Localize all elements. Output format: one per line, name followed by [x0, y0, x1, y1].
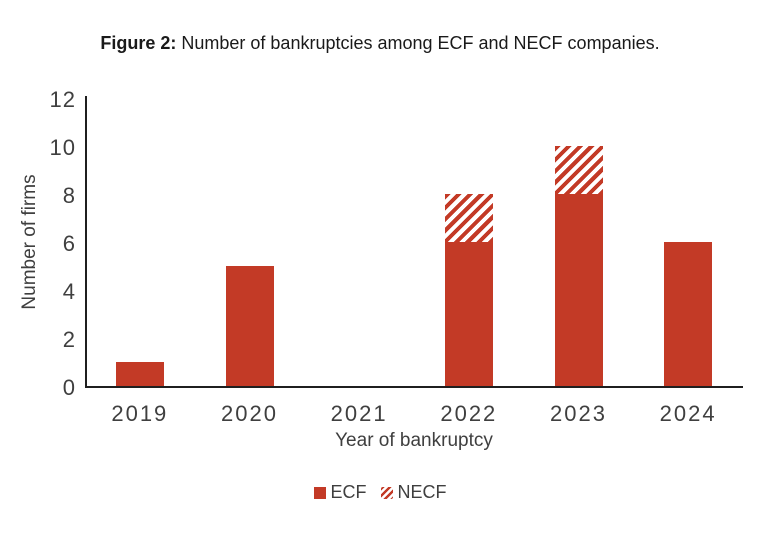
x-tick-label-2023: 2023 [550, 401, 607, 426]
y-tick-label-8: 8 [62, 183, 76, 208]
legend-item-ecf: ECF [313, 482, 367, 503]
figure-title-prefix: Figure 2: [100, 33, 177, 53]
x-axis-title: Year of bankruptcy [335, 430, 493, 451]
figure-title-text: Number of bankruptcies among ECF and NEC… [176, 33, 660, 53]
y-tick-label-0: 0 [62, 375, 76, 400]
bar-ecf-2022 [444, 242, 493, 386]
bar-ecf-2024 [664, 242, 713, 386]
legend-label-necf: NECF [397, 482, 447, 502]
x-tick-label-2022: 2022 [440, 401, 498, 426]
x-tick-label-2019: 2019 [111, 401, 169, 426]
y-tick-label-6: 6 [62, 231, 76, 256]
bar-necf-2023 [554, 146, 603, 194]
y-tick-label-10: 10 [49, 135, 76, 160]
necf-swatch-icon [380, 486, 393, 499]
legend-item-necf: NECF [380, 482, 447, 503]
x-tick-label-2024: 2024 [659, 401, 717, 426]
x-tick-label-2020: 2020 [221, 401, 278, 426]
bar-necf-2022 [444, 194, 493, 242]
plot-area [85, 96, 743, 388]
figure-title: Figure 2: Number of bankruptcies among E… [0, 33, 760, 54]
y-tick-label-2: 2 [62, 327, 76, 352]
x-tick-label-2021: 2021 [330, 401, 388, 426]
legend-label-ecf: ECF [330, 482, 367, 502]
y-tick-label-12: 12 [49, 87, 76, 112]
bar-ecf-2019 [115, 362, 164, 386]
y-tick-label-4: 4 [62, 279, 76, 304]
ecf-swatch-icon [313, 486, 326, 499]
bar-ecf-2020 [225, 266, 274, 386]
bar-ecf-2023 [554, 194, 603, 386]
legend: ECF NECF [0, 482, 760, 503]
